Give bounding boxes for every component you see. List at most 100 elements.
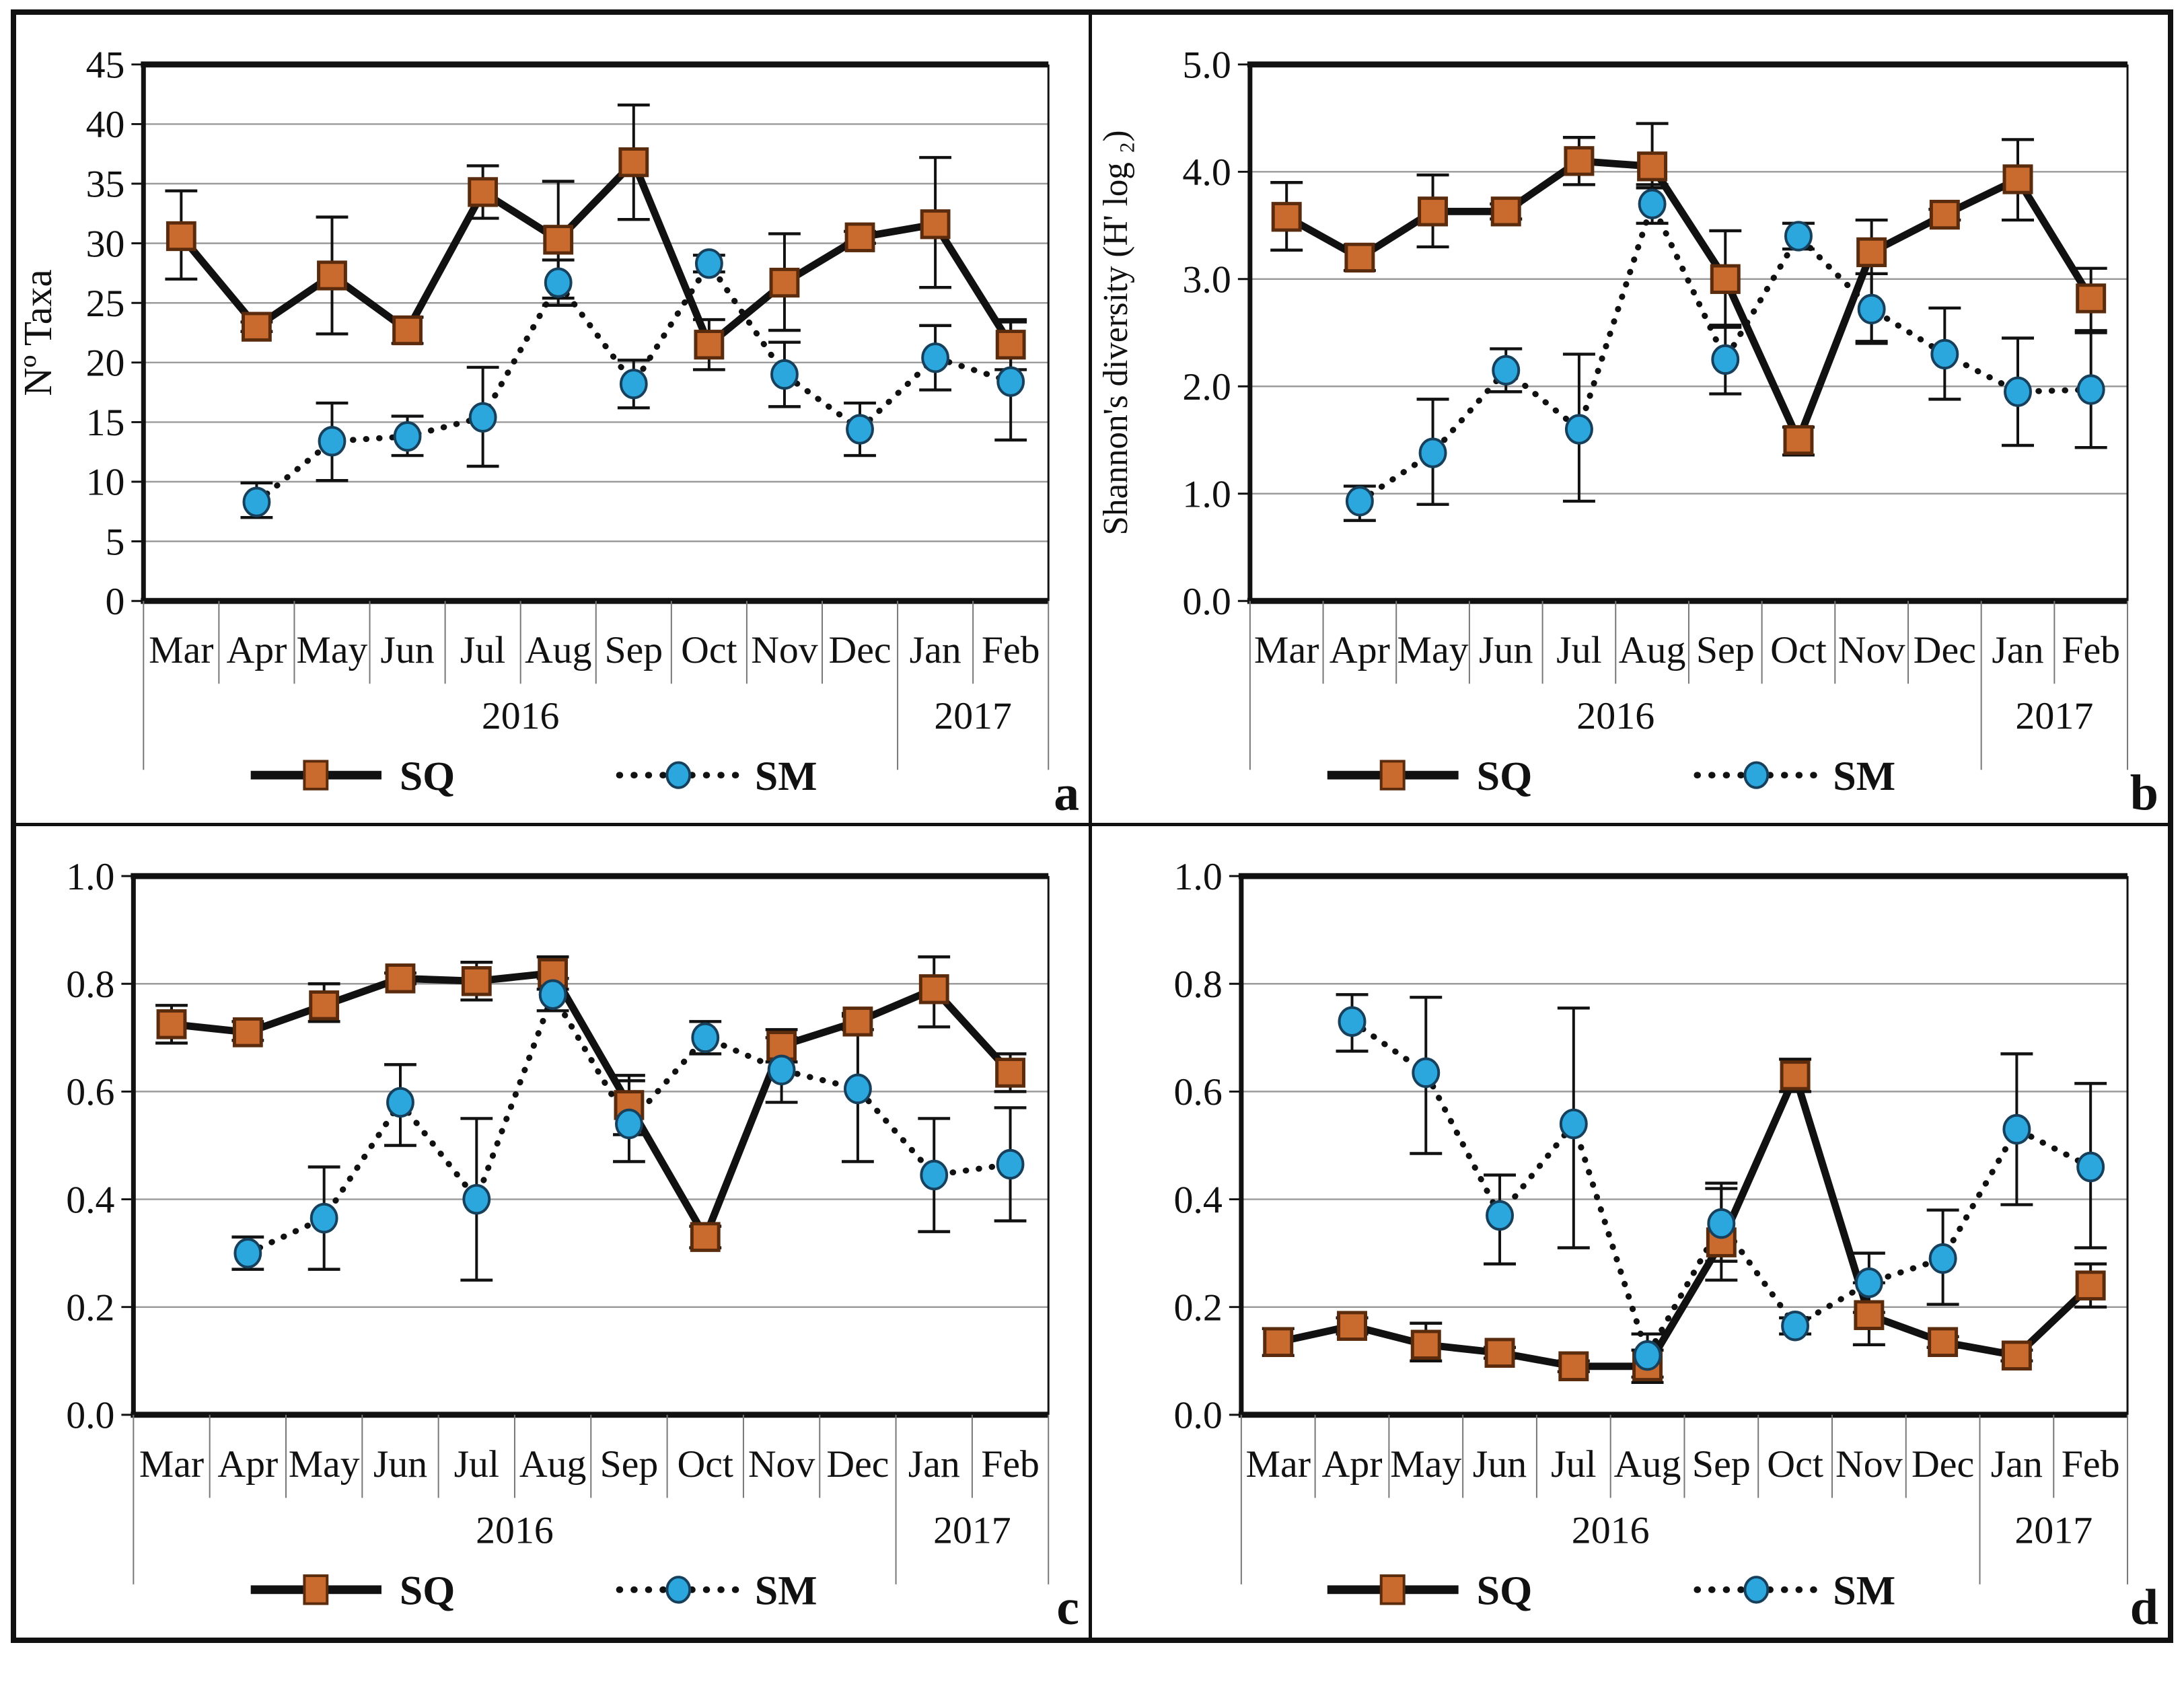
legend-sm-marker [665, 761, 692, 789]
x-axis-month-label: Aug [1614, 1443, 1681, 1486]
x-axis-month-label: Mar [1245, 1443, 1311, 1486]
y-axis-tick-label: 30 [86, 223, 125, 266]
sm-circle-marker [1418, 437, 1447, 468]
sq-square-marker [2075, 1270, 2106, 1301]
sm-circle-marker [1345, 486, 1374, 517]
y-axis-tick-label: 10 [86, 462, 125, 504]
sq-square-marker [468, 177, 499, 207]
sm-circle-marker [544, 267, 573, 298]
x-axis-month-label: Mar [1254, 629, 1319, 671]
sq-square-marker [844, 222, 875, 252]
y-axis-title: Shannon's diversity (H' log ₂) [1097, 130, 1135, 535]
x-axis-year-label: 2017 [933, 1510, 1011, 1552]
x-axis-month-label: Dec [829, 629, 891, 671]
legend-sq-label: SQ [1477, 1568, 1533, 1614]
sq-square-marker [232, 1017, 263, 1048]
x-axis-month-label: May [297, 629, 368, 671]
panel-letter: b [2130, 766, 2158, 821]
y-axis-tick-label: 0.6 [66, 1071, 114, 1113]
y-axis-tick-label: 3.0 [1182, 259, 1231, 301]
sm-circle-marker [1559, 1108, 1588, 1140]
x-axis-month-label: Jul [460, 629, 505, 671]
x-axis-year-label: 2017 [934, 696, 1012, 738]
x-axis-month-label: Aug [1619, 629, 1686, 671]
y-axis-tick-label: 0.4 [1173, 1179, 1222, 1222]
sm-circle-marker [1857, 293, 1886, 325]
sm-circle-marker [996, 1148, 1025, 1180]
x-axis-month-label: Nov [751, 629, 818, 671]
sq-square-marker [1418, 196, 1449, 227]
sm-circle-marker [242, 486, 271, 517]
sq-square-marker [2002, 164, 2033, 194]
sq-square-marker [317, 260, 347, 291]
sm-circle-marker [691, 1022, 720, 1054]
legend-sm-marker [665, 1576, 692, 1604]
panel-b-shannon-diversity-chart: 0.0 1.0 2.0 3.0 4.0 5.0 Shannon's diversity (H… [1092, 15, 2168, 826]
sm-circle-marker [1564, 414, 1593, 445]
x-axis-month-label: Jan [1991, 1443, 2043, 1486]
y-axis-tick-label: 0.0 [1173, 1395, 1222, 1437]
legend-sm-label: SM [755, 1568, 817, 1614]
sm-circle-marker [1338, 1006, 1367, 1037]
sm-circle-marker [1638, 188, 1667, 219]
panel-c-index-chart: 0.0 0.2 0.4 0.6 0.8 1.0 Mar Apr May Jun Jul Aug Sep O… [16, 826, 1092, 1638]
sq-square-marker [1710, 264, 1741, 294]
x-axis-month-label: Aug [519, 1443, 586, 1486]
x-axis-month-label: Jun [380, 629, 434, 671]
x-axis-month-label: Dec [826, 1443, 889, 1486]
legend-sq-label: SQ [1477, 754, 1533, 799]
sq-square-marker [1637, 151, 1668, 182]
x-axis-year-label: 2017 [2014, 1510, 2092, 1552]
sq-square-marker [309, 990, 340, 1021]
y-axis-tick-label: 5.0 [1182, 44, 1231, 87]
x-axis-month-label: Sep [1692, 1443, 1751, 1486]
sq-square-marker [1410, 1329, 1441, 1360]
x-axis-month-label: Oct [678, 1443, 733, 1486]
sm-dotted-line [1356, 195, 2095, 505]
x-axis-month-label: Apr [217, 1443, 278, 1486]
legend-sq-marker [1379, 760, 1406, 791]
sm-circle-marker [846, 414, 874, 445]
x-axis-month-label: Oct [681, 629, 737, 671]
x-axis-month-label: Dec [1912, 1443, 1974, 1486]
y-axis-tick-label: 1.0 [1173, 856, 1222, 898]
shannon-diversity-line-chart: 0.0 1.0 2.0 3.0 4.0 5.0 Shannon's diversity (H… [1097, 44, 2158, 821]
legend-sm-marker [1743, 761, 1770, 789]
x-axis-year-label: 2017 [2015, 696, 2093, 738]
sq-square-marker [2001, 1340, 2032, 1371]
x-axis-month-label: Sep [1696, 629, 1755, 671]
legend-sq-label: SQ [400, 1568, 455, 1614]
sm-circle-marker [2002, 1113, 2031, 1145]
sq-square-marker [690, 1222, 721, 1252]
sq-square-marker [1263, 1327, 1294, 1357]
sm-circle-marker [843, 1073, 872, 1105]
sq-square-marker [385, 963, 416, 994]
y-axis-tick-label: 1.0 [66, 856, 114, 898]
sm-circle-marker [615, 1108, 643, 1140]
x-axis-month-label: Jan [1992, 629, 2043, 671]
x-axis-month-label: Mar [149, 629, 213, 671]
sq-square-marker [1484, 1338, 1515, 1368]
sq-square-marker [1856, 237, 1887, 268]
sq-square-marker [392, 315, 423, 346]
sq-square-marker [1344, 242, 1375, 273]
sm-circle-marker [1781, 1310, 1810, 1342]
sq-square-marker [618, 147, 649, 178]
sq-solid-line [171, 969, 1013, 1241]
x-axis-month-label: Jun [373, 1443, 427, 1486]
y-axis-tick-label: 0.6 [1173, 1071, 1222, 1113]
x-axis-month-label: Jul [1551, 1443, 1597, 1486]
y-axis-tick-label: 35 [86, 163, 125, 206]
sq-square-marker [995, 330, 1026, 360]
sm-circle-marker [468, 402, 497, 433]
sm-circle-marker [2076, 374, 2105, 405]
x-axis-month-label: Nov [748, 1443, 815, 1486]
sm-circle-marker [393, 421, 422, 452]
y-axis-tick-label: 45 [86, 44, 125, 87]
x-axis-month-label: Aug [525, 629, 592, 671]
sm-circle-marker [538, 979, 567, 1011]
x-axis-month-label: Jul [1556, 629, 1602, 671]
y-axis-tick-label: 2.0 [1182, 366, 1231, 408]
sq-square-marker [842, 1006, 873, 1037]
